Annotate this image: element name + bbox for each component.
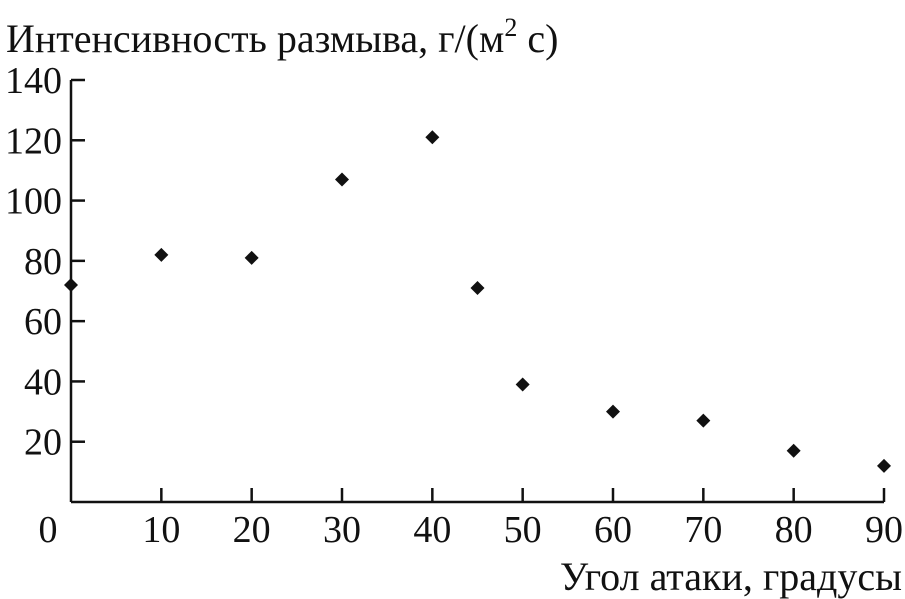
data-point <box>425 130 440 145</box>
x-tick-label: 90 <box>865 509 903 551</box>
x-tick-label: 60 <box>594 509 632 551</box>
x-axis-label: Угол атаки, градусы <box>560 554 902 599</box>
data-point <box>606 404 620 419</box>
x-tick-label: 50 <box>504 509 542 551</box>
y-axis-label-superscript: 2 <box>504 13 517 42</box>
y-tick-label: 40 <box>24 361 62 403</box>
x-tick-label: 40 <box>413 509 451 551</box>
data-point <box>244 250 259 265</box>
y-tick-label: 60 <box>24 301 62 343</box>
y-tick-label: 100 <box>5 181 62 223</box>
data-point <box>877 458 891 473</box>
y-tick-label: 140 <box>5 60 62 102</box>
y-axis-label: Интенсивность размыва, г/(м2 с) <box>6 13 558 61</box>
data-point <box>335 172 349 187</box>
data-point <box>515 377 530 392</box>
x-tick-label: 30 <box>323 509 361 551</box>
x-ticks: 0 10 20 30 40 50 60 70 80 90 <box>39 488 903 551</box>
data-points <box>64 130 891 473</box>
x-tick-label: 80 <box>775 509 813 551</box>
data-point <box>786 443 801 458</box>
x-tick-label: 20 <box>233 509 271 551</box>
x-tick-label: 0 <box>39 509 58 551</box>
y-tick-label: 20 <box>24 422 62 464</box>
x-tick-label: 70 <box>684 509 722 551</box>
data-point <box>470 280 485 295</box>
x-tick-label: 10 <box>142 509 180 551</box>
y-axis-label-tail: с) <box>517 16 558 61</box>
data-point <box>64 277 78 292</box>
y-tick-label: 80 <box>24 241 62 283</box>
data-point <box>696 413 711 428</box>
data-point <box>154 247 169 262</box>
y-axis-label-main: Интенсивность размыва, г/(м <box>6 16 504 61</box>
y-tick-label: 120 <box>5 120 62 162</box>
y-ticks: 20 40 60 80 100 120 140 <box>5 60 85 464</box>
